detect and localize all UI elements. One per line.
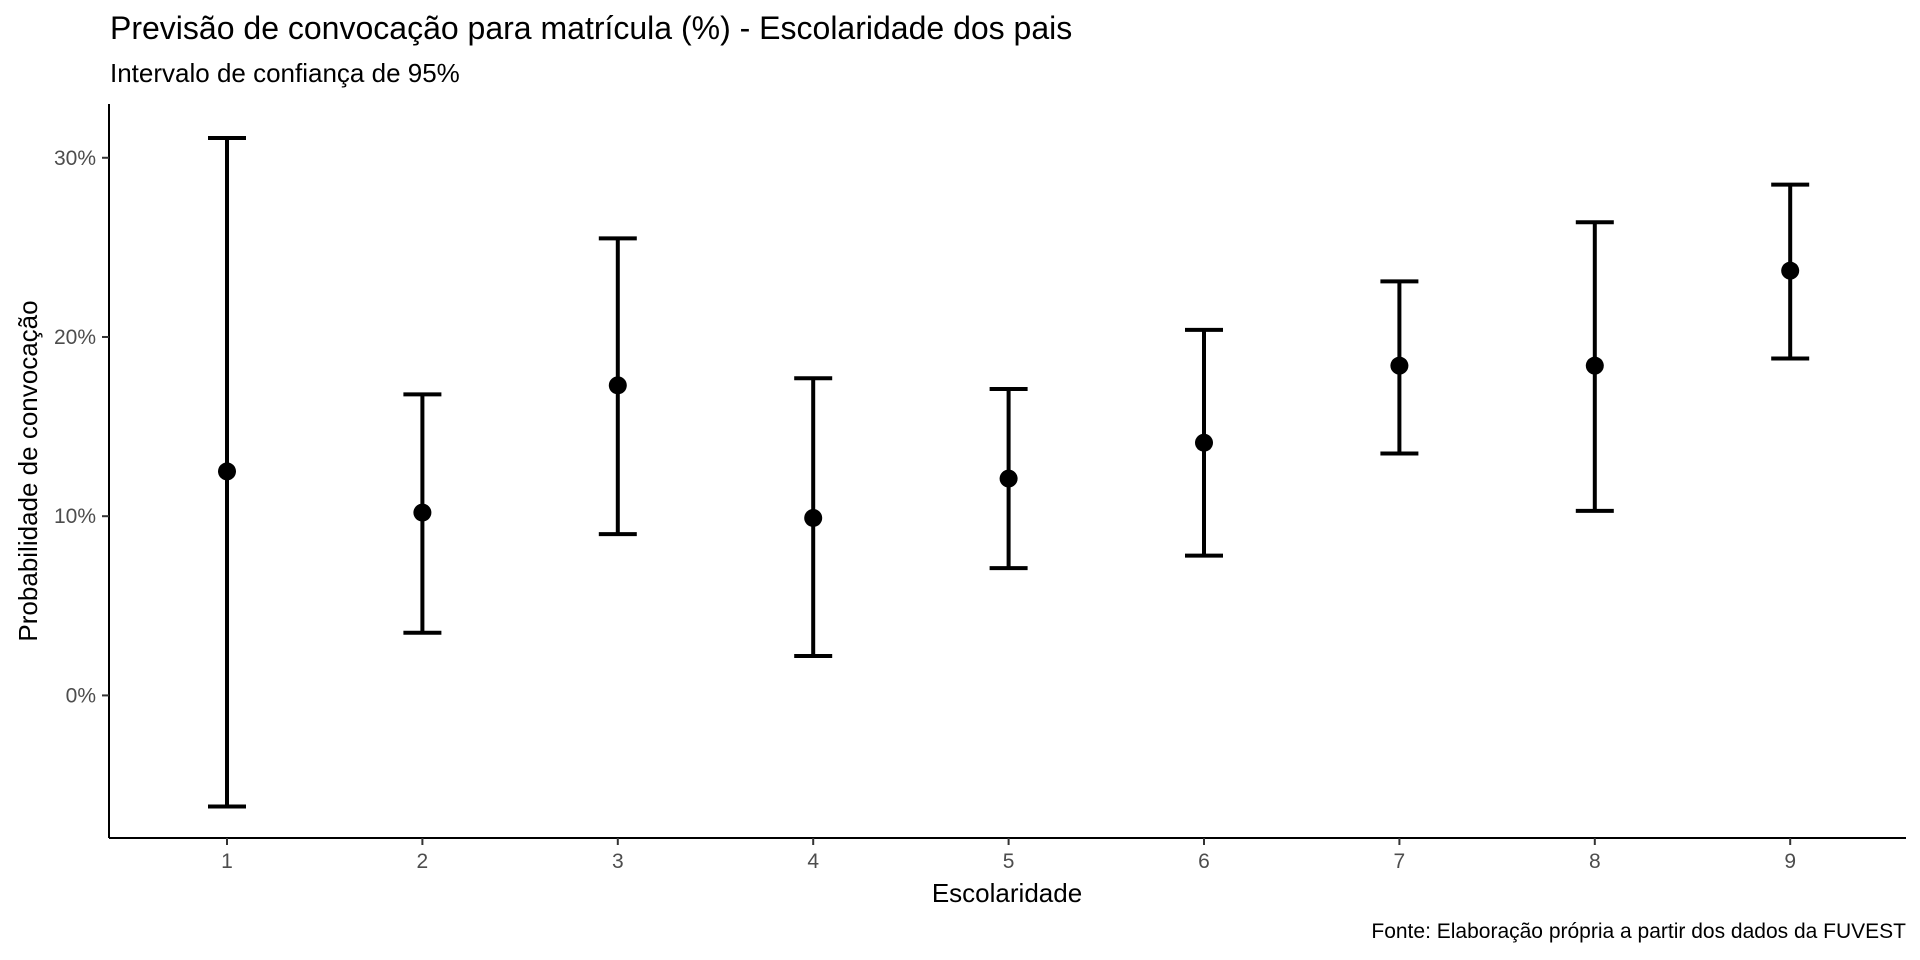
x-tick-label: 2	[417, 850, 429, 873]
error-bars	[208, 136, 1810, 809]
x-tick-label: 8	[1589, 850, 1601, 873]
y-axis-title: Probabilidade de convocação	[13, 300, 43, 641]
estimate-point	[608, 376, 627, 395]
error-bar-2	[403, 392, 442, 635]
error-bar-9	[1771, 182, 1810, 361]
y-tick-label: 10%	[54, 505, 96, 528]
error-bar-3	[598, 236, 637, 537]
x-tick-label: 1	[221, 850, 233, 873]
x-ticks: 1 2 3 4 5 6 7 8 9	[221, 838, 1796, 873]
estimate-point	[1585, 356, 1604, 375]
x-tick-label: 9	[1784, 850, 1796, 873]
error-bar-6	[1185, 327, 1223, 558]
estimate-point	[1195, 433, 1213, 452]
y-tick-label: 0%	[66, 684, 96, 707]
chart-title: Previsão de convocação para matrícula (%…	[110, 10, 1073, 46]
error-bar-5	[989, 386, 1028, 571]
estimate-point	[804, 508, 823, 527]
y-tick-label: 30%	[54, 147, 96, 170]
error-bar-1	[208, 136, 246, 809]
error-bar-4	[794, 376, 833, 658]
y-tick-label: 20%	[54, 326, 96, 349]
chart-subtitle: Intervalo de confiança de 95%	[110, 58, 460, 88]
y-ticks: 0% 10% 20% 30%	[54, 147, 109, 707]
x-tick-label: 5	[1003, 850, 1015, 873]
chart-caption: Fonte: Elaboração própria a partir dos d…	[1371, 920, 1906, 943]
error-bar-8	[1575, 220, 1614, 513]
estimate-point	[218, 462, 236, 481]
estimate-point	[413, 503, 432, 522]
x-axis-title: Escolaridade	[932, 878, 1082, 908]
estimate-point	[1390, 356, 1409, 375]
x-tick-label: 3	[612, 850, 624, 873]
x-tick-label: 7	[1394, 850, 1406, 873]
error-bar-7	[1380, 279, 1419, 456]
x-tick-label: 6	[1198, 850, 1210, 873]
x-tick-label: 4	[807, 850, 819, 873]
estimate-point	[999, 469, 1018, 488]
estimate-point	[1781, 261, 1800, 280]
